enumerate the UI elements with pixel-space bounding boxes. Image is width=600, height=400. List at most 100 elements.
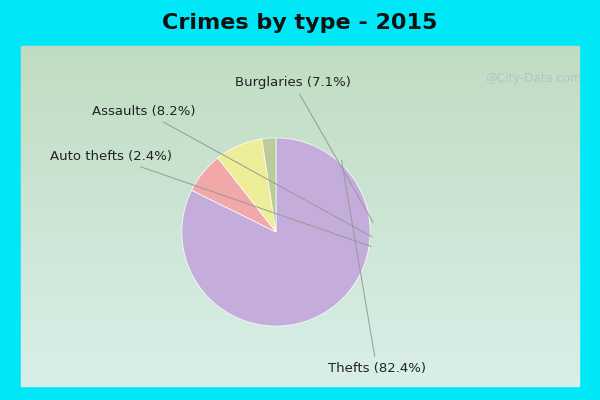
Bar [21,230,579,233]
Bar [21,298,579,301]
Bar [21,90,579,94]
Bar [21,348,579,352]
Bar [0,386,600,400]
Bar [21,141,579,144]
Bar [21,322,579,325]
Bar [21,294,579,298]
Bar [21,318,579,322]
Bar [21,138,579,141]
Bar [21,216,579,219]
Text: Crimes by type - 2015: Crimes by type - 2015 [163,13,437,33]
Bar [21,369,579,372]
Bar [21,134,579,138]
Bar [21,144,579,148]
Bar [21,308,579,311]
Bar [0,0,600,46]
Bar [21,328,579,332]
Text: Burglaries (7.1%): Burglaries (7.1%) [235,76,373,223]
Bar [21,206,579,209]
Wedge shape [218,139,276,232]
Bar [21,314,579,318]
Bar [21,376,579,379]
Bar [21,56,579,60]
Bar [21,301,579,304]
Bar [21,236,579,240]
Bar [21,124,579,128]
Bar [21,267,579,270]
Bar [21,382,579,386]
Text: @City-Data.com: @City-Data.com [485,72,582,85]
Bar [21,281,579,284]
Bar [21,325,579,328]
Bar [21,254,579,257]
Bar [21,359,579,362]
Bar [21,226,579,230]
Bar [21,53,579,56]
Bar [21,148,579,151]
Bar [21,189,579,192]
Bar [21,128,579,131]
Bar [21,155,579,158]
Bar [21,270,579,274]
Bar [21,100,579,104]
Bar [21,233,579,236]
Bar [21,178,579,182]
Bar [21,94,579,97]
Bar [21,192,579,196]
Bar [21,223,579,226]
Bar [21,257,579,260]
Bar [21,202,579,206]
Bar [21,335,579,338]
Bar [21,332,579,335]
Bar [21,168,579,172]
Bar [21,345,579,348]
Bar [21,50,579,53]
Bar [21,131,579,134]
Bar [21,342,579,345]
Bar [21,60,579,63]
Bar [21,264,579,267]
Bar [0,0,21,400]
Bar [21,240,579,243]
Bar [21,287,579,291]
Bar [21,87,579,90]
Bar [21,104,579,107]
Bar [21,46,579,50]
Bar [21,260,579,264]
Bar [21,243,579,246]
Wedge shape [262,138,276,232]
Bar [21,311,579,314]
Bar [21,80,579,84]
Bar [21,73,579,77]
Bar [21,379,579,382]
Bar [21,366,579,369]
Bar [21,246,579,250]
Bar [21,165,579,168]
Bar [21,158,579,162]
Bar [21,209,579,213]
Text: Assaults (8.2%): Assaults (8.2%) [92,105,372,237]
Bar [21,162,579,165]
Bar [21,355,579,359]
Bar [21,274,579,277]
Bar [21,107,579,111]
Bar [579,0,600,400]
Bar [21,172,579,175]
Wedge shape [182,138,370,326]
Bar [21,196,579,199]
Bar [21,372,579,376]
Bar [21,118,579,121]
Wedge shape [191,158,276,232]
Bar [21,199,579,202]
Bar [21,352,579,355]
Text: Thefts (82.4%): Thefts (82.4%) [328,160,426,375]
Bar [21,121,579,124]
Bar [21,250,579,254]
Bar [21,182,579,186]
Bar [21,63,579,66]
Bar [21,304,579,308]
Bar [21,186,579,189]
Bar [21,362,579,366]
Bar [21,111,579,114]
Bar [21,277,579,281]
